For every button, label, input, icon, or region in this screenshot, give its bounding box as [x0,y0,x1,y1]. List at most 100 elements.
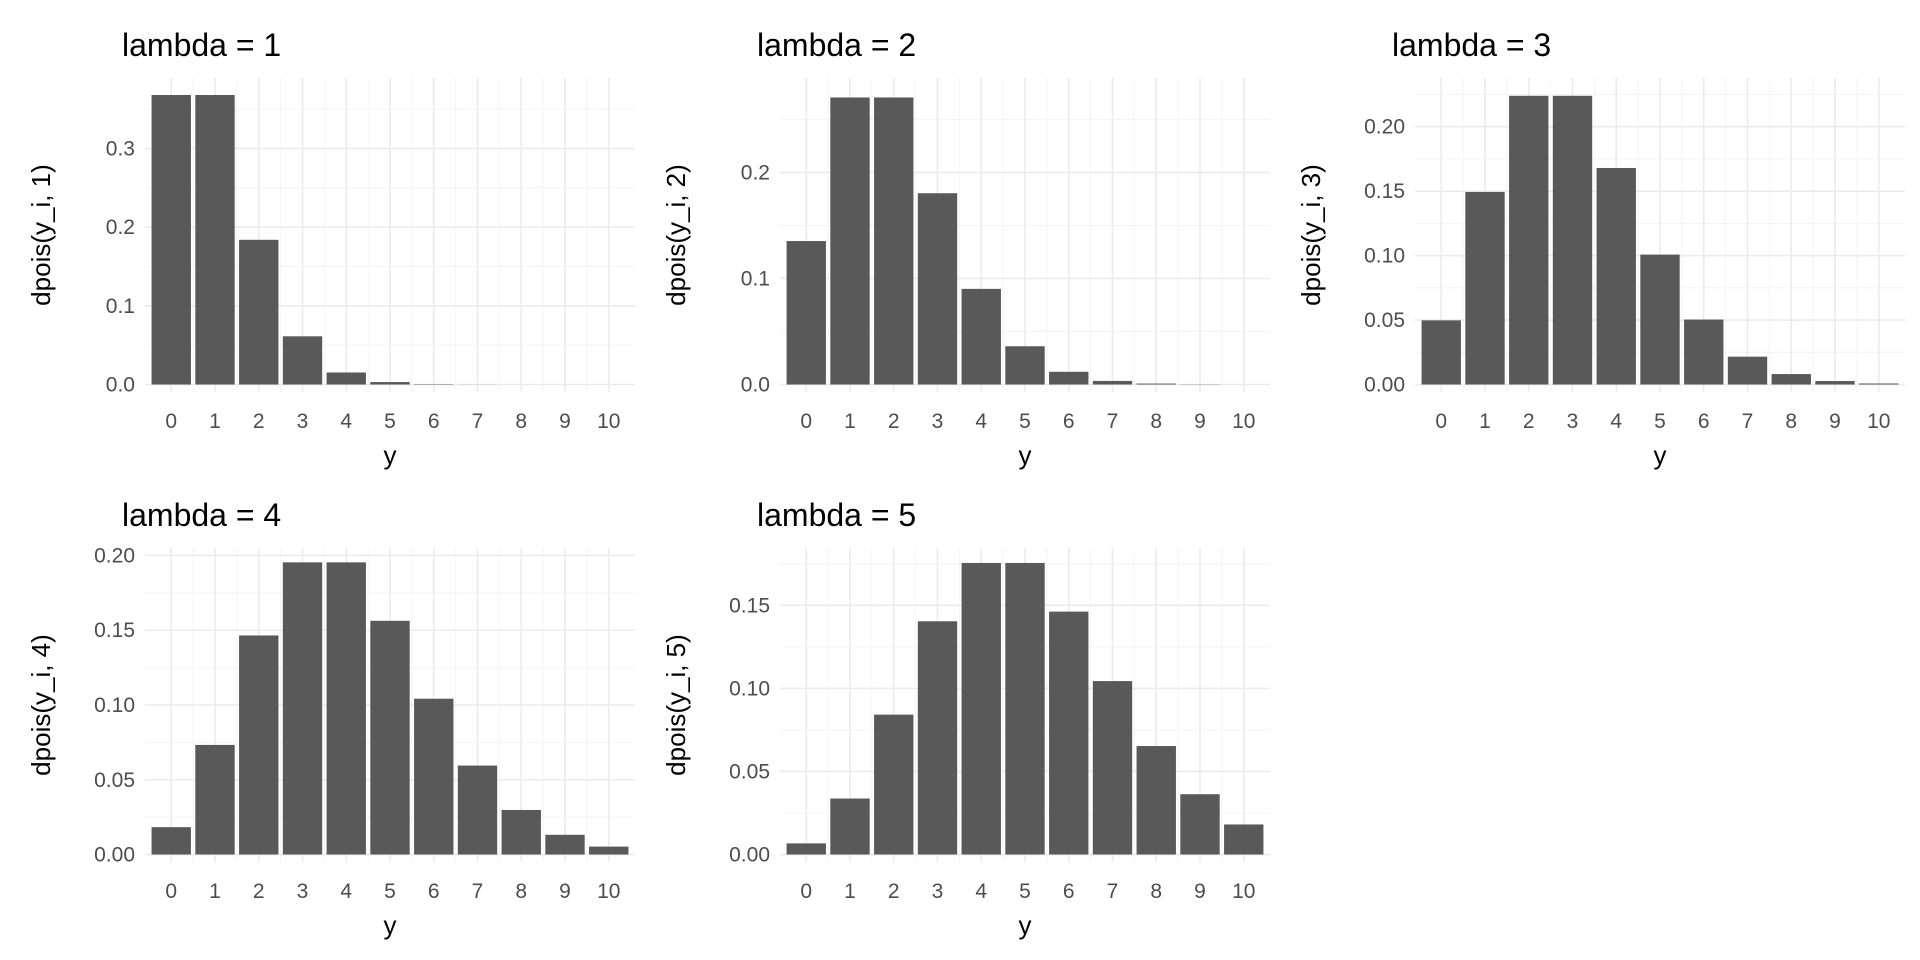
x-tick-label: 4 [340,410,352,433]
y-tick-label: 0.15 [1364,180,1405,203]
x-tick-label: 5 [1019,880,1031,903]
chart-title: lambda = 5 [757,497,916,533]
bar-8 [1136,746,1176,855]
bar-9 [1180,794,1220,855]
x-tick-label: 5 [384,410,396,433]
bar-0 [151,94,191,385]
x-tick-label: 2 [253,410,265,433]
x-tick-label: 6 [1698,410,1710,433]
chart-svg-lambda-2: 0.0 0.1 0.2 0 1 2 3 4 5 6 7 8 9 10 y dpois(y_i, 2) lambd… [661,27,1270,470]
y-axis-title: dpois(y_i, 3) [1296,164,1326,306]
x-tick-label: 0 [165,880,177,903]
x-tick-label: 3 [297,410,309,433]
bars [786,97,1220,385]
y-tick-label: 0.05 [729,760,770,783]
x-tick-label: 3 [1567,410,1579,433]
bar-8 [501,809,541,855]
y-tick-label: 0.15 [94,619,135,642]
y-tick-label: 0.05 [94,769,135,792]
x-axis-title: y [1019,910,1032,940]
y-tick-label: 0.10 [94,694,135,717]
x-tick-label: 8 [515,410,527,433]
x-tick-label: 10 [1232,880,1255,903]
x-tick-label: 9 [559,880,571,903]
bars [151,562,629,855]
x-tick-label: 9 [559,410,571,433]
y-axis-title: dpois(y_i, 5) [661,634,691,776]
x-tick-label: 7 [472,410,484,433]
bar-3 [282,562,323,855]
bar-0 [786,843,826,855]
x-axis-title: y [1019,440,1032,470]
x-tick-label: 5 [384,880,396,903]
bars [1421,95,1899,385]
x-tick-label: 0 [800,410,812,433]
bar-9 [1815,381,1855,385]
x-tick-label: 1 [209,410,221,433]
y-tick-label: 0.0 [106,374,135,397]
y-axis-title: dpois(y_i, 4) [26,634,56,776]
x-tick-label: 2 [253,880,265,903]
y-tick-label: 0.1 [106,295,135,318]
bar-4 [961,288,1001,385]
x-tick-label: 10 [1867,410,1890,433]
bar-5 [1005,346,1045,385]
bar-0 [151,827,191,855]
y-tick-label: 0.2 [106,216,135,239]
bar-8 [1136,383,1176,385]
bar-10 [589,846,629,855]
chart-svg-lambda-1: 0.0 0.1 0.2 0.3 0 1 2 3 4 5 6 7 8 9 10 y dpois(y_i, 1) la… [26,27,635,470]
bar-7 [1727,356,1768,385]
bar-4 [326,372,366,385]
chart-title: lambda = 1 [122,27,281,63]
x-tick-label: 10 [597,410,620,433]
x-tick-label: 5 [1019,410,1031,433]
bar-3 [917,621,958,855]
x-tick-label: 7 [1107,410,1119,433]
bar-4 [326,562,366,855]
x-tick-label: 3 [932,880,944,903]
chart-svg-lambda-3: 0.00 0.05 0.10 0.15 0.20 0 1 2 3 4 5 6 7 8 9 10 y dpois(y… [1296,27,1905,470]
bar-5 [370,620,410,855]
bar-0 [1421,320,1461,385]
y-tick-label: 0.00 [1364,374,1405,397]
x-tick-label: 6 [1063,880,1075,903]
y-tick-label: 0.2 [741,161,770,184]
x-tick-label: 3 [297,880,309,903]
bar-5 [1640,254,1680,385]
x-tick-label: 1 [1479,410,1491,433]
x-tick-label: 1 [844,410,856,433]
x-tick-label: 10 [1232,410,1255,433]
bar-2 [239,239,279,385]
y-tick-label: 0.00 [94,844,135,867]
bar-8 [1771,374,1811,385]
chart-panel-lambda-2: 0.0 0.1 0.2 0 1 2 3 4 5 6 7 8 9 10 y dpois(y_i, 2) lambd… [635,0,1275,470]
chart-panel-lambda-1: 0.0 0.1 0.2 0.3 0 1 2 3 4 5 6 7 8 9 10 y dpois(y_i, 1) la… [0,0,640,470]
x-tick-label: 9 [1194,410,1206,433]
x-tick-label: 2 [888,880,900,903]
x-tick-label: 1 [209,880,221,903]
x-tick-label: 5 [1654,410,1666,433]
bar-1 [1465,191,1505,385]
bars [786,562,1264,855]
x-axis-title: y [384,440,397,470]
y-tick-label: 0.15 [729,594,770,617]
x-tick-label: 10 [597,880,620,903]
x-tick-label: 8 [1150,410,1162,433]
x-tick-label: 7 [1742,410,1754,433]
y-axis-title: dpois(y_i, 2) [661,164,691,306]
x-tick-label: 8 [515,880,527,903]
x-tick-label: 3 [932,410,944,433]
bar-6 [1684,319,1724,385]
x-tick-label: 4 [975,880,987,903]
bar-3 [917,193,958,385]
bar-2 [239,635,279,855]
chart-panel-lambda-3: 0.00 0.05 0.10 0.15 0.20 0 1 2 3 4 5 6 7 8 9 10 y dpois(y… [1270,0,1910,470]
chart-title: lambda = 4 [122,497,281,533]
chart-title: lambda = 3 [1392,27,1551,63]
x-tick-label: 2 [1523,410,1535,433]
x-tick-label: 8 [1150,880,1162,903]
bar-4 [1596,167,1636,385]
bar-1 [830,97,870,385]
